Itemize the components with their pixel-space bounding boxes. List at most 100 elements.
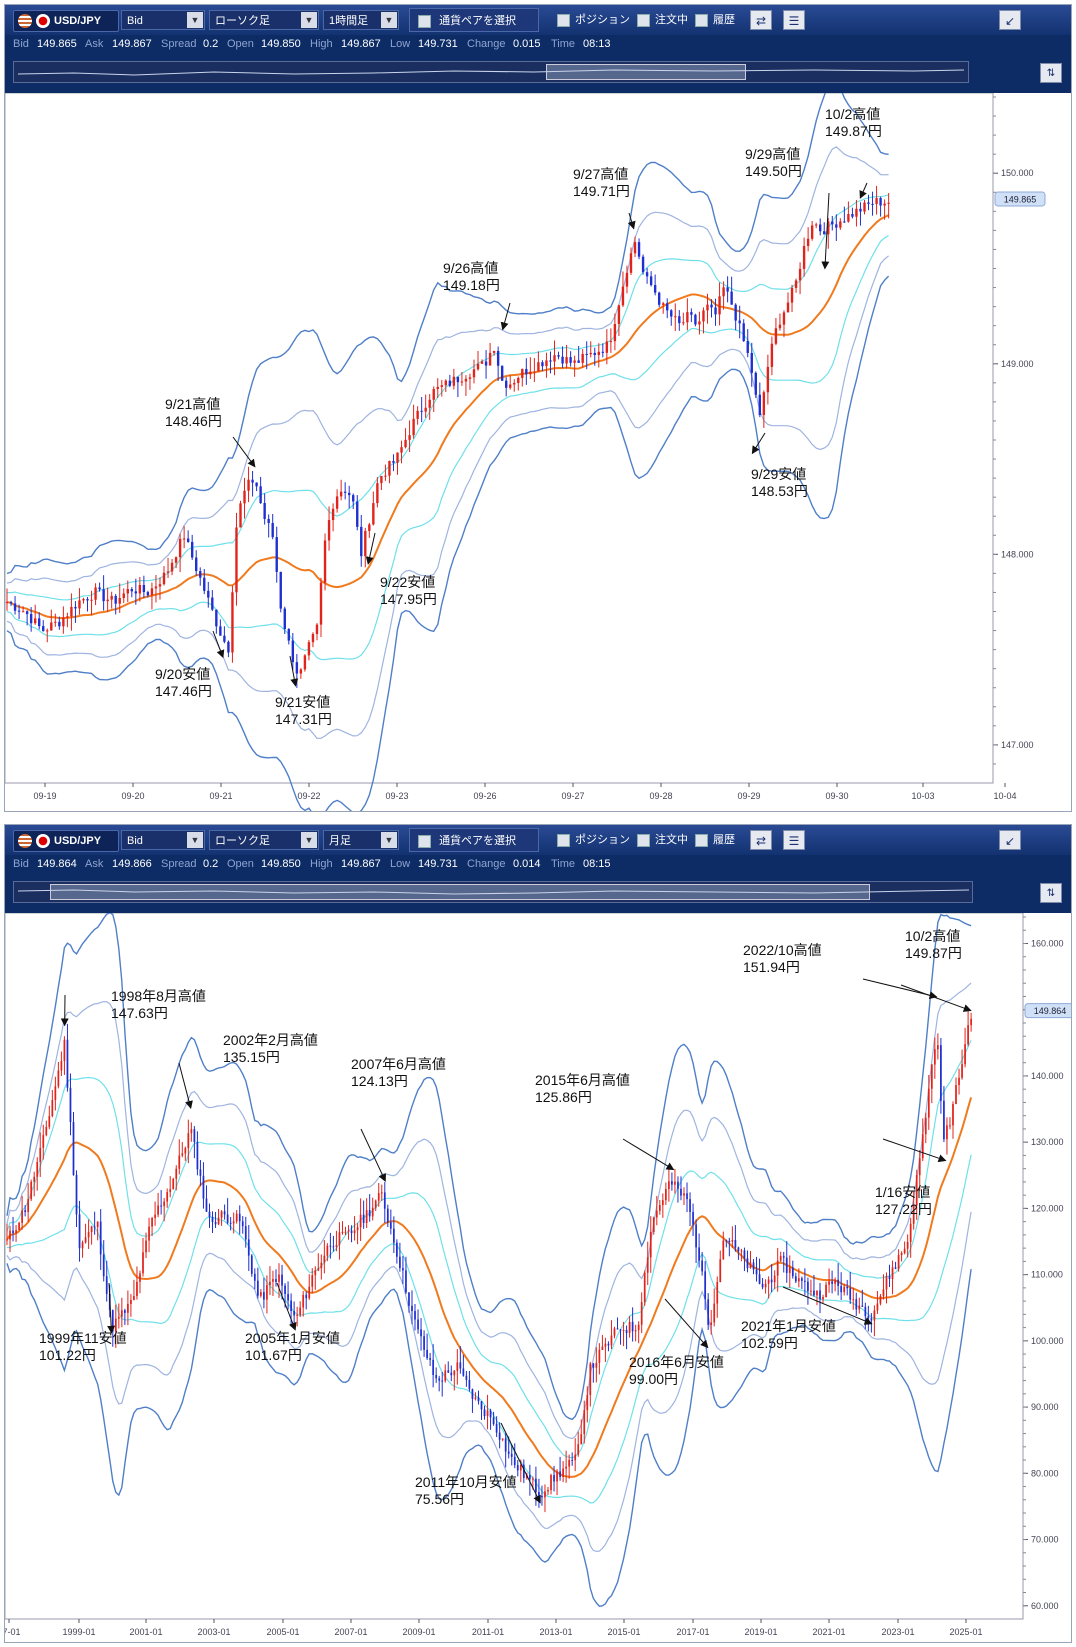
positions-checkbox[interactable] <box>557 13 570 27</box>
chart-settings-button[interactable]: ⇄ <box>750 10 772 30</box>
candle <box>758 1258 761 1285</box>
chart-area[interactable]: 150.000 149.000 148.000 147.000 09-19 09-20 09… <box>5 76 1071 812</box>
candle-body <box>767 1279 770 1284</box>
candle <box>797 1268 800 1288</box>
candle <box>782 1251 785 1273</box>
print-button[interactable]: ☰ <box>783 830 805 850</box>
candlestick-chart-monthly[interactable]: 160.000150.000140.000130.000120.000110.0… <box>5 911 1071 1643</box>
candle-body <box>607 1343 610 1346</box>
pair-select-button[interactable]: 通貨ペアを選択 <box>409 8 539 32</box>
print-button[interactable]: ☰ <box>783 10 805 30</box>
candle-body <box>450 1372 453 1376</box>
candle-body <box>952 1104 954 1126</box>
candle-body <box>933 1049 936 1065</box>
candle-body <box>272 1279 274 1282</box>
candle-body <box>770 1279 773 1283</box>
symbol-label: USD/JPY <box>54 15 102 27</box>
history-toggle[interactable]: 履歴 <box>695 833 735 847</box>
price-side-select[interactable]: Bid ▼ <box>121 10 205 30</box>
plot-area[interactable] <box>5 92 994 784</box>
symbol-selector[interactable]: USD/JPY <box>13 830 119 852</box>
candle <box>247 1224 250 1271</box>
time-label: Time <box>551 858 576 870</box>
chart-settings-button[interactable]: ⇄ <box>750 830 772 850</box>
price-side-select[interactable]: Bid ▼ <box>121 830 205 850</box>
candle <box>235 1210 238 1224</box>
candle <box>12 1216 14 1242</box>
history-checkbox[interactable] <box>695 13 708 27</box>
timeframe-select[interactable]: 1時間足 ▼ <box>323 10 399 30</box>
pair-select-checkbox[interactable] <box>418 14 431 28</box>
plot-area[interactable] <box>5 912 1024 1620</box>
navigator-window[interactable] <box>50 884 870 900</box>
chart-area[interactable]: 160.000150.000140.000130.000120.000110.0… <box>5 911 1071 1643</box>
pair-select-button[interactable]: 通貨ペアを選択 <box>409 828 539 852</box>
chart-kind-select[interactable]: ローソク足 ▼ <box>209 830 319 850</box>
candle-body <box>118 597 121 604</box>
change-value: 0.015 <box>513 38 541 50</box>
candle-body <box>589 352 592 355</box>
candle <box>762 390 766 428</box>
candle-body <box>281 1274 283 1286</box>
candle-body <box>74 606 77 609</box>
candle-body <box>806 238 810 247</box>
orders-checkbox[interactable] <box>637 13 650 27</box>
orders-checkbox[interactable] <box>637 833 650 847</box>
symbol-selector[interactable]: USD/JPY <box>13 10 119 32</box>
candle <box>569 351 572 367</box>
minimize-button[interactable]: ↙ <box>999 10 1021 30</box>
annotation-label: 2005年1月安値 <box>245 1330 340 1346</box>
navigator-track[interactable] <box>13 61 969 83</box>
candlestick-chart-hourly[interactable]: 150.000 149.000 148.000 147.000 09-19 09-20 09… <box>5 76 1071 812</box>
candle <box>453 1370 456 1391</box>
candle-body <box>211 1216 214 1223</box>
history-toggle[interactable]: 履歴 <box>695 13 735 27</box>
navigator-expand-button[interactable]: ⇅ <box>1040 883 1062 903</box>
orders-toggle[interactable]: 注文中 <box>637 833 688 847</box>
positions-toggle[interactable]: ポジション <box>557 833 630 847</box>
candle-body <box>460 381 464 383</box>
candle-body <box>110 595 113 600</box>
navigator-window[interactable] <box>546 64 746 80</box>
pair-select-checkbox[interactable] <box>418 834 431 848</box>
candle <box>142 1237 144 1277</box>
positions-checkbox[interactable] <box>557 833 570 847</box>
candle <box>371 1197 374 1221</box>
candle-body <box>82 599 85 601</box>
candle <box>740 1248 743 1262</box>
history-checkbox[interactable] <box>695 833 708 847</box>
candle-body <box>98 587 101 590</box>
candle-body <box>867 1316 870 1319</box>
candle-body <box>468 377 472 379</box>
candle-body <box>521 368 524 378</box>
orders-toggle[interactable]: 注文中 <box>637 13 688 27</box>
candle <box>435 1367 438 1383</box>
spread-label: Spread <box>161 858 197 870</box>
moving-average-line <box>6 214 890 620</box>
navigator-track[interactable] <box>13 881 973 903</box>
candle <box>738 305 741 339</box>
candle-body <box>42 1135 45 1148</box>
candle <box>607 1341 610 1352</box>
candle-body <box>217 1217 220 1225</box>
timeframe-select[interactable]: 月足 ▼ <box>323 830 399 850</box>
x-tick-label: 2001-01 <box>129 1627 162 1637</box>
candle <box>483 1405 486 1420</box>
navigator-expand-button[interactable]: ⇅ <box>1040 63 1062 83</box>
candle <box>329 1232 332 1259</box>
candle-body <box>122 593 125 598</box>
candle <box>718 282 721 326</box>
candle-body <box>12 1230 14 1234</box>
candle <box>758 382 762 418</box>
candle-body <box>199 1169 202 1176</box>
positions-toggle[interactable]: ポジション <box>557 13 630 27</box>
minimize-button[interactable]: ↙ <box>999 830 1021 850</box>
candle <box>126 580 129 603</box>
candle <box>255 482 258 492</box>
candle-body <box>327 520 331 541</box>
candle-body <box>961 1064 963 1078</box>
candle <box>885 1272 888 1304</box>
candle <box>794 1272 797 1284</box>
chart-kind-select[interactable]: ローソク足 ▼ <box>209 10 319 30</box>
candle <box>327 506 331 551</box>
